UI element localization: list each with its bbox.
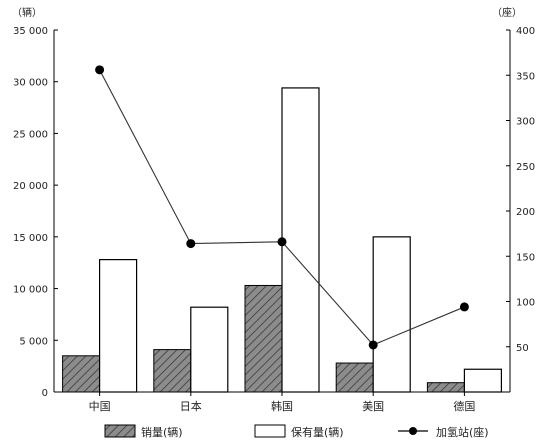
legend: 销量(辆) 保有量(辆) 加氢站(座) xyxy=(104,424,489,439)
right-tick-label: 300 xyxy=(516,117,535,128)
left-axis-unit: （辆） xyxy=(12,6,42,19)
point-stations xyxy=(186,239,196,249)
point-stations xyxy=(459,302,469,312)
point-stations xyxy=(95,65,105,75)
left-tick-label: 15 000 xyxy=(13,233,48,244)
category-labels: 中国 日本 韩国 美国 德国 xyxy=(89,392,475,413)
bars xyxy=(62,87,502,393)
legend-swatch-marker xyxy=(409,427,417,435)
bar-sales xyxy=(62,355,101,393)
legend-swatch-sales xyxy=(104,424,136,438)
left-tick-label: 5 000 xyxy=(19,336,48,347)
legend-swatch-stock xyxy=(254,424,286,438)
bar-stock xyxy=(98,259,138,393)
category-label: 韩国 xyxy=(271,399,293,413)
legend-label-sales: 销量(辆) xyxy=(141,425,183,439)
bar-sales xyxy=(426,382,465,393)
bar-sales xyxy=(335,362,374,393)
bar-sales xyxy=(153,349,192,393)
right-tick-label: 50 xyxy=(516,343,529,354)
right-tick-label: 400 xyxy=(516,26,535,37)
left-tick-label: 20 000 xyxy=(13,181,48,192)
right-tick-label: 250 xyxy=(516,162,535,173)
bar-sales xyxy=(244,284,283,393)
category-label: 德国 xyxy=(453,399,475,413)
right-axis-ticks: 50 100 150 200 250 300 350 400 xyxy=(506,26,535,354)
right-axis-unit: （座） xyxy=(492,6,522,19)
legend-label-stock: 保有量(辆) xyxy=(291,425,344,439)
left-tick-label: 25 000 xyxy=(13,129,48,140)
bar-stock xyxy=(190,306,229,393)
point-stations xyxy=(277,237,287,247)
bar-stock xyxy=(463,368,502,393)
bar-stock xyxy=(372,236,411,393)
left-tick-label: 30 000 xyxy=(13,78,48,89)
point-stations xyxy=(368,340,378,350)
right-tick-label: 150 xyxy=(516,252,535,263)
right-tick-label: 100 xyxy=(516,298,535,309)
right-tick-label: 350 xyxy=(516,71,535,82)
legend-label-stations: 加氢站(座) xyxy=(436,425,489,439)
bar-stock xyxy=(281,87,320,393)
category-label: 美国 xyxy=(362,400,384,413)
category-label: 日本 xyxy=(180,399,202,413)
left-axis-ticks: 0 5 000 10 000 15 000 20 000 25 000 30 000 35 0… xyxy=(13,26,58,399)
left-tick-label: 0 xyxy=(42,388,48,399)
left-tick-label: 35 000 xyxy=(13,26,48,37)
right-tick-label: 200 xyxy=(516,207,535,218)
category-label: 中国 xyxy=(89,400,111,413)
left-tick-label: 10 000 xyxy=(13,285,48,296)
hydrogen-station-line xyxy=(95,65,469,350)
